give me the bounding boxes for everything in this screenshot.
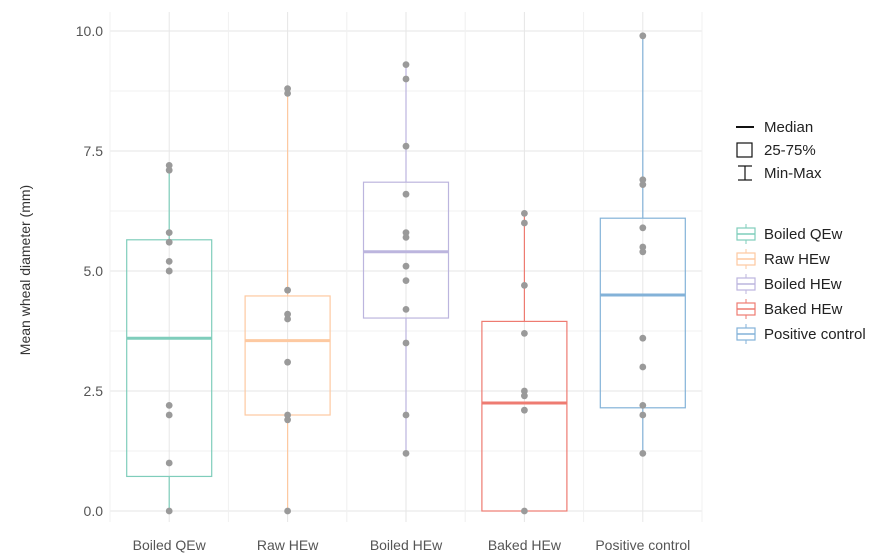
data-point — [639, 334, 647, 342]
series-legend-item: Positive control — [736, 324, 866, 344]
series-legend-label: Boiled QEw — [764, 226, 843, 243]
key-legend-label: 25-75% — [764, 142, 816, 159]
x-tick-label: Boiled QEw — [133, 537, 207, 553]
data-point — [165, 507, 173, 515]
data-point — [165, 411, 173, 419]
series-legend-item: Boiled HEw — [736, 274, 842, 294]
key-legend-item-median-line: Median — [736, 119, 813, 136]
data-point — [402, 142, 410, 150]
data-point — [402, 306, 410, 313]
data-point — [639, 181, 647, 189]
series-legend-label: Positive control — [764, 326, 866, 343]
data-point — [521, 219, 528, 227]
key-legend-item-whisker: Min-Max — [738, 165, 822, 182]
data-point — [639, 450, 647, 457]
x-tick-label: Positive control — [595, 537, 690, 553]
data-point — [639, 411, 647, 419]
y-axis-tick-labels: 0.0 2.5 5.0 7.5 10.0 — [76, 23, 103, 519]
key-legend-label: Median — [764, 119, 813, 136]
x-tick-label: Boiled HEw — [370, 537, 443, 553]
series-legend: Boiled QEw Raw HEw Boiled HEw Baked HEw Posi… — [736, 224, 866, 344]
data-point — [284, 315, 291, 323]
x-tick-label: Baked HEw — [488, 537, 562, 553]
x-tick-label: Raw HEw — [257, 537, 319, 553]
data-point — [402, 234, 410, 241]
y-axis-title: Mean wheal diameter (mm) — [17, 185, 33, 355]
series-legend-item: Boiled QEw — [736, 224, 843, 244]
data-point — [639, 363, 647, 371]
data-point — [521, 392, 528, 400]
box-iqr — [362, 181, 450, 319]
data-point — [284, 286, 291, 294]
data-point — [639, 402, 647, 409]
data-point — [165, 459, 173, 467]
box-boiled-hew — [362, 61, 450, 457]
data-point — [521, 330, 528, 337]
data-point — [284, 507, 291, 515]
statistic-key-legend: Median 25-75% Min-Max — [736, 119, 822, 182]
data-point — [402, 411, 410, 419]
data-point — [284, 90, 291, 97]
data-point — [639, 32, 647, 40]
data-point — [165, 258, 173, 265]
data-point — [402, 190, 410, 198]
data-point — [284, 416, 291, 424]
key-legend-item-box: 25-75% — [736, 142, 816, 159]
data-point — [284, 310, 291, 318]
data-point — [165, 162, 173, 169]
data-point — [402, 61, 410, 68]
data-point — [284, 358, 291, 366]
data-point — [639, 243, 647, 251]
series-legend-item: Raw HEw — [736, 249, 830, 269]
data-point — [639, 248, 647, 256]
data-point — [165, 402, 173, 409]
box-baked-hew — [481, 210, 568, 515]
data-point — [521, 210, 528, 217]
series-legend-label: Boiled HEw — [764, 276, 842, 293]
key-legend-label: Min-Max — [764, 165, 822, 182]
series-legend-item: Baked HEw — [736, 299, 843, 319]
y-tick-label: 7.5 — [84, 143, 104, 159]
series-legend-label: Baked HEw — [764, 301, 843, 318]
data-point — [284, 411, 291, 419]
data-point — [165, 229, 173, 237]
box-boiled-qew — [126, 162, 213, 515]
data-point — [402, 450, 410, 457]
y-tick-label: 10.0 — [76, 23, 103, 39]
data-point — [521, 406, 528, 414]
data-point — [402, 229, 410, 237]
y-tick-label: 2.5 — [84, 383, 104, 399]
box-raw-hew — [244, 85, 331, 515]
data-point — [639, 176, 647, 184]
data-point — [165, 238, 173, 246]
data-point — [402, 262, 410, 270]
data-point — [402, 339, 410, 347]
data-point — [284, 85, 291, 92]
y-tick-label: 5.0 — [84, 263, 104, 279]
data-point — [521, 507, 528, 515]
box-series-group — [126, 32, 686, 515]
data-point — [639, 224, 647, 232]
data-point — [521, 387, 528, 395]
box-icon — [736, 142, 753, 158]
series-legend-label: Raw HEw — [764, 251, 830, 268]
data-point — [165, 166, 173, 174]
data-point — [402, 75, 410, 83]
data-point — [402, 277, 410, 284]
y-tick-label: 0.0 — [84, 503, 104, 519]
x-axis-tick-labels: Boiled QEw Raw HEw Boiled HEw Baked HEw Posi… — [133, 537, 691, 553]
data-point — [521, 282, 528, 289]
box-positive-control — [599, 32, 686, 457]
data-point — [165, 267, 173, 275]
